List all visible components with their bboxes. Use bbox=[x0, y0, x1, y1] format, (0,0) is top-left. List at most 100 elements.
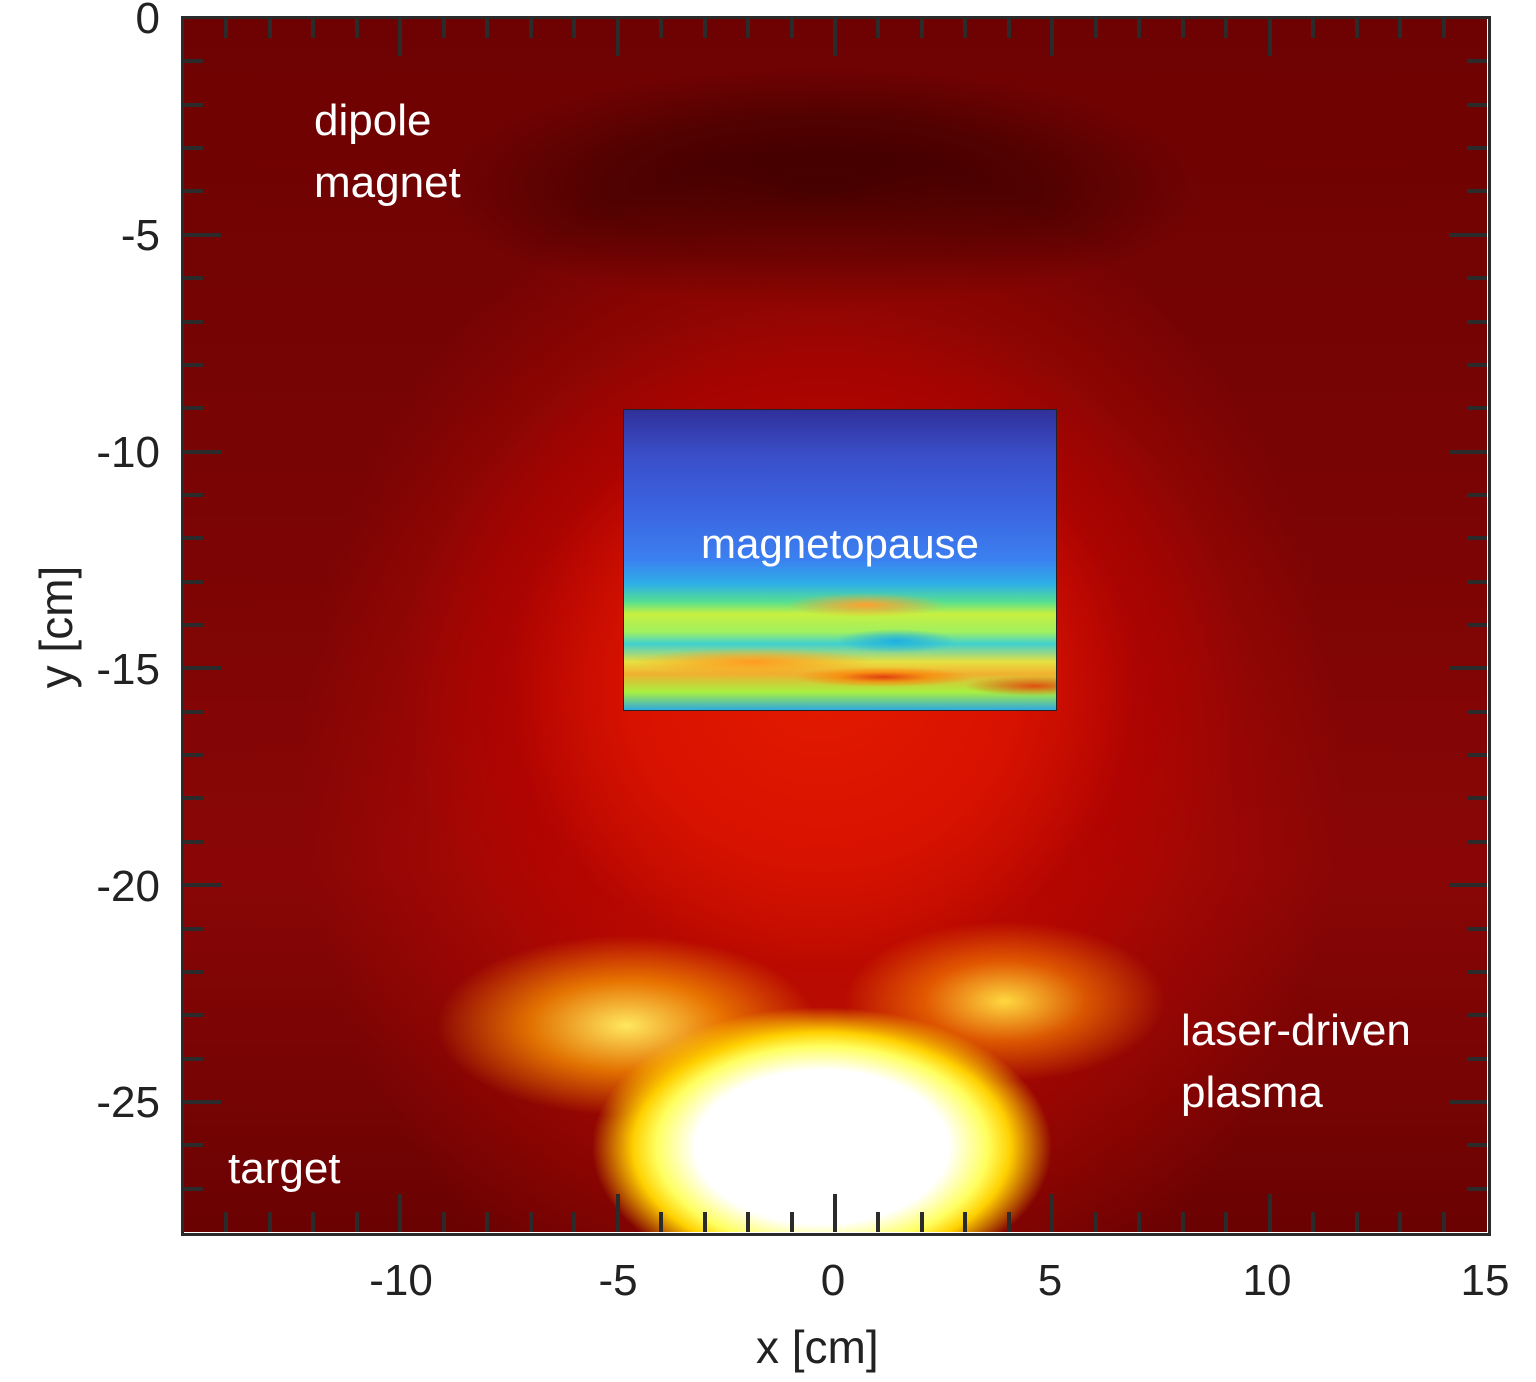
x-tick bbox=[485, 1212, 490, 1232]
x-tick bbox=[963, 18, 968, 38]
x-tick bbox=[833, 18, 837, 56]
x-tick bbox=[267, 18, 272, 38]
x-tick bbox=[615, 18, 620, 56]
y-tick bbox=[1467, 146, 1487, 151]
x-tick bbox=[1224, 18, 1229, 38]
y-tick bbox=[1467, 623, 1487, 627]
x-tick bbox=[267, 1212, 272, 1232]
x-tick bbox=[659, 1212, 664, 1232]
x-tick bbox=[702, 1212, 707, 1232]
y-tick-label: -25 bbox=[96, 1078, 160, 1127]
y-tick bbox=[1467, 579, 1487, 584]
y-tick bbox=[1467, 839, 1487, 844]
y-tick bbox=[183, 362, 203, 367]
y-tick bbox=[1449, 449, 1487, 454]
y-tick bbox=[1467, 1056, 1487, 1061]
x-tick bbox=[1354, 18, 1359, 38]
y-tick bbox=[183, 1013, 203, 1018]
x-tick bbox=[441, 1212, 446, 1232]
y-tick bbox=[183, 709, 203, 714]
x-tick bbox=[963, 1212, 968, 1232]
magnet-label: magnet bbox=[314, 158, 461, 207]
y-tick bbox=[1449, 883, 1487, 888]
y-tick bbox=[183, 579, 203, 584]
y-tick bbox=[183, 189, 203, 194]
x-tick bbox=[919, 18, 924, 38]
x-tick bbox=[1137, 18, 1142, 38]
y-tick bbox=[183, 536, 203, 541]
dipole-label: dipole bbox=[314, 96, 432, 145]
y-tick bbox=[1467, 1013, 1487, 1018]
y-tick bbox=[183, 1056, 203, 1061]
y-tick bbox=[1467, 362, 1487, 367]
target-annotation: target bbox=[228, 1144, 341, 1193]
x-tick-label: -10 bbox=[369, 1256, 433, 1305]
x-tick bbox=[1093, 1212, 1098, 1232]
y-tick bbox=[183, 492, 203, 497]
x-tick bbox=[1311, 18, 1316, 38]
y-tick bbox=[183, 449, 221, 454]
x-tick bbox=[1441, 18, 1446, 38]
y-tick bbox=[1449, 1099, 1487, 1104]
y-tick bbox=[183, 753, 203, 758]
x-tick bbox=[615, 1194, 620, 1232]
x-tick bbox=[441, 18, 446, 38]
x-tick bbox=[311, 18, 316, 38]
y-axis-title: y [cm] bbox=[30, 565, 82, 689]
magnetopause-inset: magnetopause bbox=[623, 409, 1057, 711]
y-tick bbox=[183, 1186, 203, 1191]
x-axis-title: x [cm] bbox=[756, 1321, 879, 1373]
x-tick bbox=[572, 1212, 577, 1232]
x-tick bbox=[354, 1212, 359, 1232]
x-tick-label: 5 bbox=[1037, 1256, 1063, 1305]
x-tick bbox=[702, 18, 707, 38]
x-tick-label: -5 bbox=[598, 1256, 638, 1305]
x-tick bbox=[1311, 1212, 1316, 1232]
y-tick bbox=[1467, 536, 1487, 541]
y-tick bbox=[183, 623, 203, 627]
x-tick bbox=[1180, 1212, 1185, 1232]
x-tick bbox=[1224, 1212, 1229, 1232]
x-tick bbox=[354, 18, 359, 38]
y-tick bbox=[1467, 753, 1487, 758]
y-tick bbox=[183, 883, 221, 888]
plasma-label: plasma bbox=[1181, 1068, 1323, 1117]
y-tick bbox=[1467, 406, 1487, 411]
y-tick bbox=[1467, 1143, 1487, 1148]
y-tick bbox=[1467, 492, 1487, 497]
x-tick bbox=[789, 18, 794, 38]
x-tick bbox=[876, 1212, 881, 1232]
y-tick bbox=[1467, 59, 1487, 64]
y-tick bbox=[183, 146, 203, 151]
x-tick bbox=[1441, 1212, 1446, 1232]
x-tick bbox=[1050, 1194, 1055, 1232]
y-tick bbox=[1449, 232, 1487, 237]
x-tick bbox=[1354, 1212, 1359, 1232]
x-tick bbox=[1267, 1194, 1272, 1232]
y-tick bbox=[1467, 926, 1487, 931]
x-tick bbox=[1398, 18, 1403, 38]
y-tick-label: -15 bbox=[96, 645, 160, 694]
x-tick bbox=[485, 18, 490, 38]
x-tick bbox=[572, 18, 577, 38]
y-tick bbox=[183, 796, 203, 801]
y-tick bbox=[1467, 319, 1487, 324]
laser-plasma-annotation: laser-driven plasma bbox=[1181, 1000, 1411, 1124]
x-tick bbox=[398, 1194, 403, 1232]
y-tick bbox=[1467, 969, 1487, 974]
x-tick bbox=[746, 1212, 751, 1232]
y-tick bbox=[1467, 189, 1487, 194]
y-tick bbox=[183, 1099, 221, 1104]
x-tick bbox=[1267, 18, 1272, 56]
x-tick bbox=[833, 1194, 837, 1232]
x-tick-label: 10 bbox=[1242, 1256, 1292, 1305]
x-tick bbox=[876, 18, 881, 38]
y-tick bbox=[1467, 276, 1487, 281]
y-tick bbox=[183, 102, 203, 107]
x-tick-label: 15 bbox=[1460, 1256, 1510, 1305]
x-tick bbox=[224, 1212, 229, 1232]
x-tick bbox=[746, 18, 751, 38]
y-tick-label: 0 bbox=[135, 0, 160, 43]
x-tick bbox=[1180, 18, 1185, 38]
y-tick bbox=[183, 969, 203, 974]
